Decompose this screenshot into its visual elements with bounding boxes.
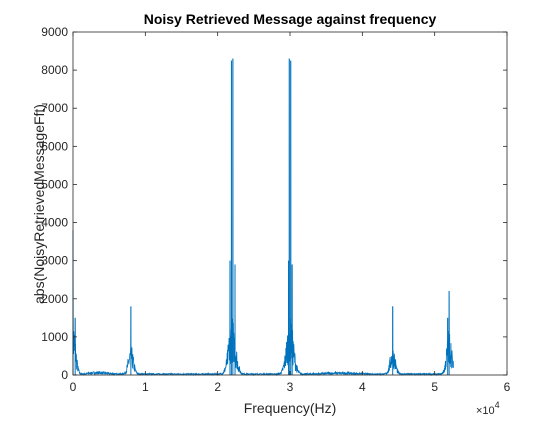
y-tick-label: 3000	[41, 254, 68, 268]
y-axis-ticks: 0 1000 2000 3000 4000 5000 6000 7000 8000 9000	[41, 25, 507, 382]
y-axis-label: abs(NoisyRetrievedMessageFft)	[31, 104, 47, 304]
y-tick-label: 2000	[41, 292, 68, 306]
y-tick-label: 9000	[41, 25, 68, 39]
x-tick-label: 2	[214, 380, 221, 394]
y-tick-label: 1000	[41, 330, 68, 344]
x-axis-label: Frequency(Hz)	[244, 400, 337, 416]
x-axis-exponent: ×104	[476, 400, 500, 417]
x-axis-ticks: 0 1 2 3 4 5 6	[70, 32, 511, 394]
y-tick-label: 4000	[41, 216, 68, 230]
x-tick-label: 5	[431, 380, 438, 394]
x-tick-label: 0	[70, 380, 77, 394]
x-exponent-power: 4	[495, 400, 500, 410]
x-tick-label: 6	[504, 380, 511, 394]
x-tick-label: 3	[287, 380, 294, 394]
y-tick-label: 0	[61, 368, 68, 382]
x-tick-label: 1	[142, 380, 149, 394]
x-tick-label: 4	[359, 380, 366, 394]
y-tick-label: 5000	[41, 177, 68, 191]
y-tick-label: 8000	[41, 63, 68, 77]
data-layer	[72, 58, 454, 377]
plot-area	[73, 32, 507, 375]
x-exponent-base: ×10	[476, 405, 495, 417]
y-tick-label: 6000	[41, 139, 68, 153]
spectrum-series-line	[72, 58, 454, 377]
y-tick-label: 7000	[41, 101, 68, 115]
chart-title: Noisy Retrieved Message against frequenc…	[144, 11, 437, 27]
